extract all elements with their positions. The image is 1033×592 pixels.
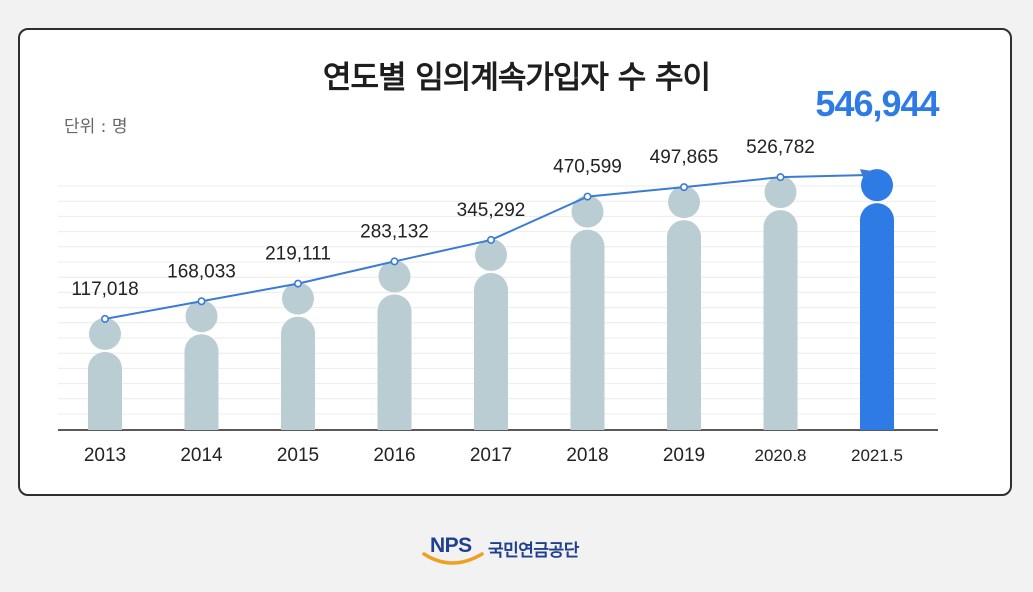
bar-body (763, 210, 798, 430)
trend-arrow-line (780, 174, 864, 179)
trend-marker (486, 235, 495, 244)
data-label: 117,018 (71, 279, 138, 300)
trend-marker (390, 257, 399, 266)
data-label: 283,132 (360, 221, 429, 242)
logo-text: NPS (430, 534, 472, 557)
bar-head (764, 176, 797, 209)
nps-logo: NPS (420, 530, 486, 570)
data-label: 470,599 (553, 157, 622, 178)
bar-body (570, 229, 605, 430)
trend-line (104, 176, 781, 320)
bar-body (88, 351, 122, 430)
data-label: 219,111 (265, 244, 331, 265)
trend-marker (197, 297, 206, 306)
data-label: 168,033 (167, 261, 236, 282)
data-label: 497,865 (650, 147, 719, 168)
bar-head (282, 282, 314, 315)
org-name: 국민연금공단 (488, 540, 579, 561)
bar-body (281, 316, 315, 430)
bar-body (184, 334, 219, 430)
bar-body (667, 220, 701, 430)
bar-head-highlight (861, 169, 893, 202)
bar-body (377, 294, 412, 430)
x-tick-label: 2015 (277, 445, 319, 466)
chart-title: 연도별 임의계속가입자 수 추이 (322, 60, 711, 96)
x-tick-label: 2016 (373, 445, 415, 466)
logo-swoosh-icon (422, 552, 484, 565)
data-label-highlight: 546,944 (815, 83, 939, 124)
unit-label: 단위 : 명 (64, 117, 128, 137)
trend-arrow-head (860, 169, 873, 181)
bar-head (185, 300, 218, 333)
bar-head (475, 238, 507, 271)
trend-marker (776, 173, 785, 182)
trend-marker (293, 279, 302, 288)
bar-body (474, 272, 508, 430)
x-tick-label: 2020.8 (755, 446, 807, 465)
data-label: 526,782 (746, 137, 815, 158)
x-tick-label: 2013 (84, 445, 126, 466)
trend-marker (583, 192, 592, 201)
data-label: 345,292 (457, 200, 526, 221)
x-tick-label: 2019 (663, 445, 705, 466)
footer-logo: NPS 국민연금공단 (420, 530, 579, 570)
bar-head (378, 260, 411, 293)
bar-head (89, 317, 121, 350)
trend-marker (679, 183, 688, 192)
bar-body-highlight (860, 203, 894, 430)
x-tick-label: 2021.5 (851, 446, 903, 465)
bar-head (571, 195, 604, 228)
x-tick-label: 2014 (180, 445, 223, 466)
trend-marker (101, 314, 110, 323)
bar-head (668, 186, 700, 219)
x-tick-label: 2017 (470, 445, 512, 466)
x-tick-label: 2018 (566, 445, 608, 466)
